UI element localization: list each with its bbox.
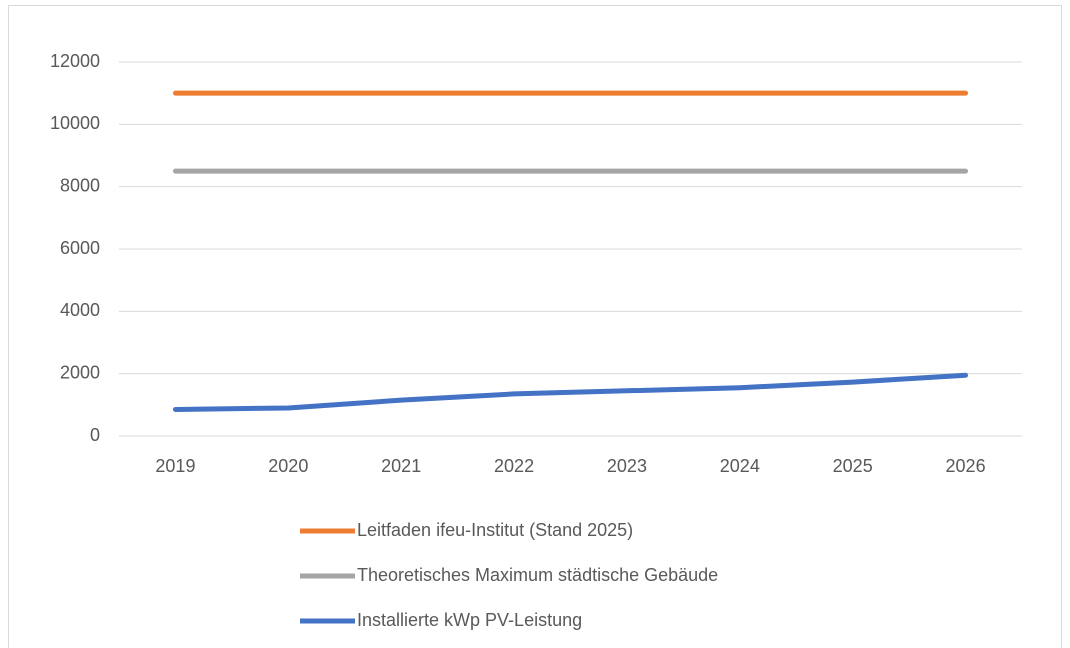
x-tick-label: 2024 <box>720 456 760 476</box>
x-tick-label: 2019 <box>155 456 195 476</box>
x-tick-label: 2021 <box>381 456 421 476</box>
legend-label: Theoretisches Maximum städtische Gebäude <box>357 565 718 585</box>
y-tick-label: 10000 <box>50 113 100 133</box>
y-tick-label: 8000 <box>60 175 100 195</box>
x-tick-label: 2020 <box>268 456 308 476</box>
series-line <box>172 372 969 413</box>
y-tick-label: 0 <box>90 425 100 445</box>
x-tick-label: 2023 <box>607 456 647 476</box>
y-tick-label: 6000 <box>60 238 100 258</box>
chart-border <box>8 5 1062 648</box>
x-tick-label: 2022 <box>494 456 534 476</box>
x-tick-label: 2026 <box>946 456 986 476</box>
legend-label: Leitfaden ifeu-Institut (Stand 2025) <box>357 520 633 540</box>
y-tick-label: 4000 <box>60 300 100 320</box>
y-tick-label: 12000 <box>50 51 100 71</box>
y-tick-label: 2000 <box>60 362 100 382</box>
legend-label: Installierte kWp PV-Leistung <box>357 610 582 630</box>
x-tick-label: 2025 <box>833 456 873 476</box>
